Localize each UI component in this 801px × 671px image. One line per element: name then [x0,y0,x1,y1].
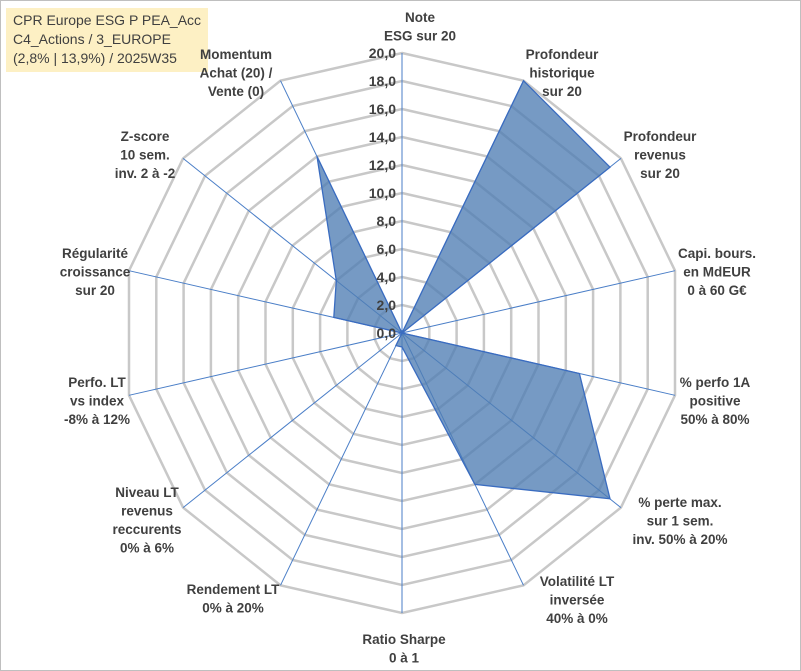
axis-label-line: Profondeur [526,47,599,62]
axis-label-line: inversée [550,593,605,608]
spoke-3 [401,270,676,334]
tick-label: 6,0 [377,241,397,257]
axis-label-line: sur 20 [542,84,582,99]
chart-title-box: CPR Europe ESG P PEA_Acc C4_Actions / 3_… [6,8,209,72]
axis-label-11: Régularité croissance sur 20 [60,246,131,298]
spoke-8 [280,332,403,586]
tick-label: 20,0 [369,45,396,61]
axis-label-line: 0 à 1 [389,651,420,666]
axis-label-8: Rendement LT 0% à 20% [187,582,281,616]
axis-label-line: historique [529,66,595,81]
axis-label-line: Niveau LT [115,485,179,500]
tick-label: 12,0 [369,157,396,173]
axis-label-line: reccurents [112,522,181,537]
axis-label-1: Profondeur historique sur 20 [526,47,599,99]
axis-label-line: Vente (0) [208,84,264,99]
axis-label-line: % perfo 1A [680,375,751,390]
axis-label-line: inv. 50% à 20% [632,532,727,547]
axis-label-line: sur 20 [75,283,115,298]
axis-label-line: Z-score [121,129,170,144]
axis-label-line: Ratio Sharpe [362,632,446,647]
tick-label: 18,0 [369,73,396,89]
axis-label-line: Capi. bours. [678,246,756,261]
axis-label-3: Capi. bours. en MdEUR 0 à 60 G€ [678,246,756,298]
axis-label-line: ESG sur 20 [384,29,456,44]
axis-label-line: 10 sem. [120,148,170,163]
axis-label-7: Ratio Sharpe 0 à 1 [362,632,446,666]
title-line-3: (2,8% | 13,9%) / 2025W35 [13,50,177,66]
axis-label-line: Perfo. LT [68,375,126,390]
axis-label-line: 0 à 60 G€ [687,283,747,298]
axis-label-line: 0% à 20% [202,601,264,616]
axis-label-line: Momentum [200,47,272,62]
spoke-10 [128,332,403,396]
tick-label: 0,0 [377,325,397,341]
axis-label-line: croissance [60,265,131,280]
axis-label-2: Profondeur revenus sur 20 [624,129,697,181]
title-line-2: C4_Actions / 3_EUROPE [13,31,171,47]
axis-label-line: Note [405,10,435,25]
title-line-1: CPR Europe ESG P PEA_Acc [13,12,202,28]
axis-label-line: revenus [634,148,686,163]
axis-label-line: -8% à 12% [64,412,130,427]
axis-label-line: Volatilité LT [540,574,615,589]
axis-label-line: 0% à 6% [120,541,174,556]
tick-label: 16,0 [369,101,396,117]
radar-tick-labels: 0,0 2,0 4,0 6,0 8,0 10,0 12,0 14,0 16,0 18,0 20,0 [369,45,396,341]
series-area [316,79,611,500]
axis-label-line: revenus [121,504,173,519]
axis-label-13: Momentum Achat (20) / Vente (0) [200,47,273,99]
axis-label-line: Achat (20) / [200,66,273,81]
axis-label-line: vs index [70,394,125,409]
axis-label-4: % perfo 1A positive 50% à 80% [680,375,751,427]
axis-label-line: sur 1 sem. [647,514,714,529]
axis-label-line: Rendement LT [187,582,281,597]
radar-axis-labels: Note ESG sur 20 Profondeur historique sur 20… [60,10,756,666]
tick-label: 4,0 [377,269,397,285]
axis-label-9: Niveau LT revenus reccurents 0% à 6% [112,485,181,556]
axis-label-5: % perte max. sur 1 sem. inv. 50% à 20% [632,495,727,547]
axis-label-line: Profondeur [624,129,697,144]
tick-label: 10,0 [369,185,396,201]
axis-label-10: Perfo. LT vs index -8% à 12% [64,375,130,427]
axis-label-line: inv. 2 à -2 [115,166,176,181]
axis-label-0: Note ESG sur 20 [384,10,456,44]
axis-label-6: Volatilité LT inversée 40% à 0% [540,574,615,626]
axis-label-line: sur 20 [640,166,680,181]
axis-label-line: positive [689,394,741,409]
spoke-9 [182,332,403,508]
axis-label-line: 40% à 0% [546,611,608,626]
tick-label: 14,0 [369,129,396,145]
axis-label-line: 50% à 80% [680,412,749,427]
axis-label-line: en MdEUR [683,265,751,280]
tick-label: 8,0 [377,213,397,229]
axis-label-line: % perte max. [638,495,721,510]
radar-series [316,79,611,500]
axis-label-12: Z-score 10 sem. inv. 2 à -2 [115,129,176,181]
tick-label: 2,0 [377,297,397,313]
axis-label-line: Régularité [62,246,129,261]
